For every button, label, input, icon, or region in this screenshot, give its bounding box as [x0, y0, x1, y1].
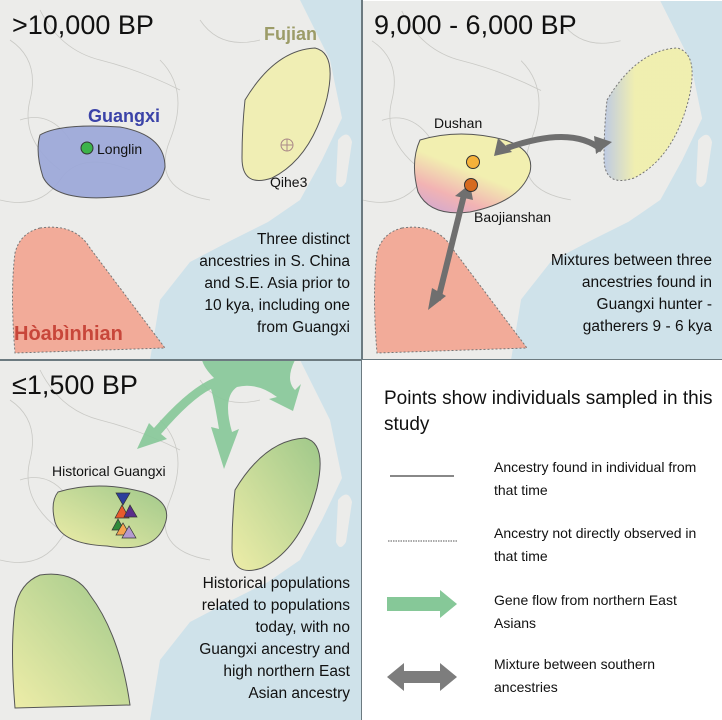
legend-item-dotted: Ancestry not directly observed in that t… [494, 525, 697, 564]
point-dushan [466, 155, 480, 169]
label-baojianshan: Baojianshan [474, 209, 551, 225]
caption: Historical populations related to popula… [199, 575, 350, 702]
label-longlin: Longlin [97, 141, 142, 157]
caption-line: Mixtures between three [551, 252, 712, 269]
legend-item-mixture: Mixture between southern ancestries [494, 656, 656, 695]
caption-line: and S.E. Asia prior to [204, 275, 350, 292]
label-dushan: Dushan [434, 115, 482, 131]
region-fujian [231, 437, 321, 571]
caption-line: 10 kya, including one [204, 297, 350, 314]
caption-line: today, with no [256, 619, 351, 636]
panel-10000bp: >10,000 BP Guangxi Longlin Fujian Qihe3 … [0, 0, 362, 360]
region-historical-guangxi [52, 485, 168, 549]
legend-item-solid: Ancestry found in individual from that t… [494, 459, 697, 498]
label-hoabinhian: Hòabìnhian [14, 323, 123, 345]
panel-title: ≤1,500 BP [12, 370, 138, 400]
panel-title: 9,000 - 6,000 BP [374, 10, 577, 40]
label-guangxi: Guangxi [88, 106, 160, 126]
point-longlin [80, 141, 94, 155]
region-fujian [603, 47, 693, 181]
caption-line: from Guangxi [257, 319, 350, 336]
point-baojianshan [464, 178, 478, 192]
region-hoabinhian [12, 226, 166, 354]
region-hoabinhian [374, 226, 528, 354]
caption-line: ancestries in S. China [199, 253, 350, 270]
gene-flow-arrows [137, 360, 301, 469]
panel-9000-6000bp: 9,000 - 6,000 BP Dushan Baojianshan Mixt… [362, 0, 722, 360]
sample-triangles [111, 492, 138, 539]
legend-title: Points show individuals sampled in this … [384, 388, 713, 435]
caption-line: gatherers 9 - 6 kya [583, 318, 713, 335]
gray-double-arrow-icon [387, 663, 457, 691]
label-fujian: Fujian [264, 24, 317, 44]
caption-line: ancestries found in [582, 274, 712, 291]
caption-line: Asian ancestry [248, 685, 350, 702]
legend-item-gene-flow: Gene flow from northern East Asians [494, 592, 677, 631]
caption-line: related to populations [202, 597, 350, 614]
caption-line: Guangxi ancestry and [199, 641, 350, 658]
panel-title: >10,000 BP [12, 10, 154, 40]
region-fujian [241, 47, 331, 181]
caption-line: Three distinct [257, 231, 351, 248]
caption-line: high northern East [223, 663, 350, 680]
point-qihe3 [280, 138, 294, 152]
region-southeast-asia [12, 573, 131, 709]
caption: Mixtures between three ancestries found … [551, 252, 712, 335]
caption: Three distinct ancestries in S. China an… [199, 231, 350, 336]
green-arrow-icon [387, 590, 457, 618]
legend: Points show individuals sampled in this … [362, 360, 722, 720]
caption-line: Historical populations [203, 575, 351, 592]
label-qihe3: Qihe3 [270, 174, 308, 190]
caption-line: Guangxi hunter - [597, 296, 712, 313]
panel-1500bp: ≤1,500 BP Historical Guangxi Historical … [0, 360, 362, 720]
label-historical-guangxi: Historical Guangxi [52, 463, 166, 479]
region-guangxi [37, 125, 166, 199]
